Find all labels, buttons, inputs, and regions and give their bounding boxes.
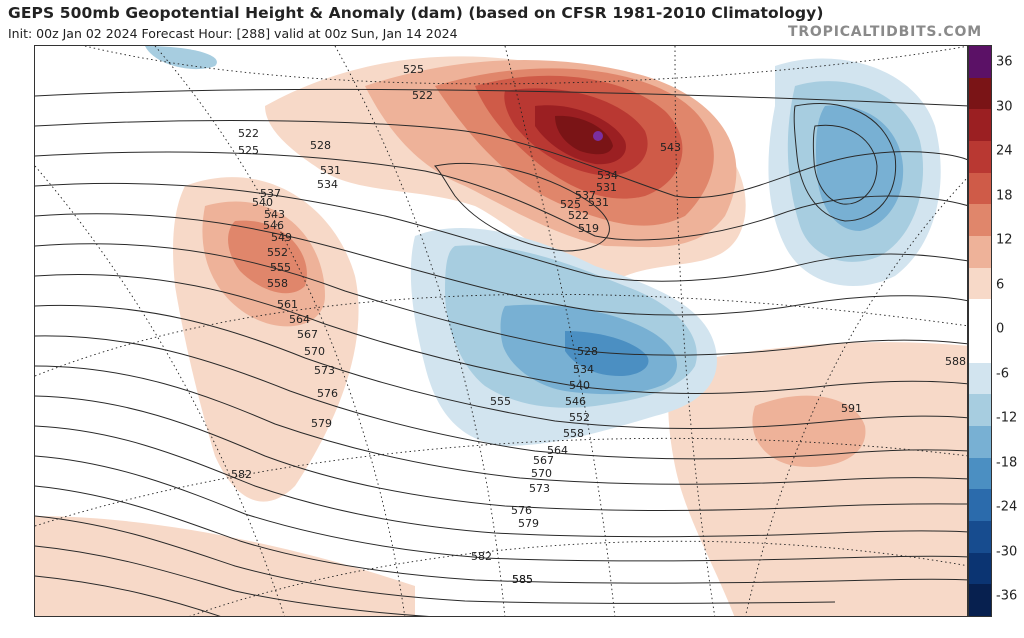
contour-label: 543 [660, 141, 681, 154]
contour-label: 528 [577, 345, 598, 358]
contour-label: 522 [238, 127, 259, 140]
contour-label: 558 [563, 427, 584, 440]
contour-label: 534 [597, 169, 618, 182]
contour-label: 519 [578, 222, 599, 235]
colorbar-swatch [969, 489, 991, 521]
colorbar-tick-label: -36 [996, 588, 1018, 604]
height-anomaly-map: 522 525 528 531 534 537 540 543 546 549 … [34, 45, 968, 617]
colorbar-tick-label: -24 [996, 499, 1018, 515]
colorbar-tick-label: -30 [996, 544, 1018, 559]
lat-lon-grid [35, 46, 967, 616]
contour-label: 525 [238, 144, 259, 157]
contour-label: 588 [945, 355, 966, 368]
contour-label: 591 [841, 402, 862, 415]
colorbar-tick-label: 12 [996, 232, 1013, 248]
colorbar-tick-label: 30 [996, 99, 1013, 114]
contour-label: 576 [511, 504, 532, 517]
colorbar-swatch [969, 520, 991, 553]
contour-label: 546 [565, 395, 586, 408]
colorbar-swatch [969, 299, 991, 331]
colorbar-swatch [969, 77, 991, 110]
colorbar-swatch [969, 267, 991, 300]
colorbar-tick-label: -12 [996, 410, 1018, 426]
contour-labels: 522 525 528 531 534 537 540 543 546 549 … [231, 63, 966, 586]
contour-label: 561 [277, 298, 298, 311]
colorbar-tick-label: 0 [996, 321, 1005, 337]
contour-label: 531 [596, 181, 617, 194]
contour-label: 570 [531, 467, 552, 480]
colorbar-tick-label: 36 [996, 54, 1013, 70]
contour-label: 567 [297, 328, 318, 341]
positive-anomaly-shading [35, 56, 967, 616]
colorbar-swatch [969, 394, 991, 426]
height-contours [35, 88, 967, 616]
contour-label: 522 [412, 89, 433, 102]
contour-label: 564 [547, 444, 568, 457]
colorbar-segments [969, 46, 991, 616]
contour-label: 573 [314, 364, 335, 377]
contour-label: 537 [575, 189, 596, 202]
contour-label: 567 [533, 454, 554, 467]
contour-label: 570 [304, 345, 325, 358]
contour-label: 543 [264, 208, 285, 221]
contour-label: 555 [490, 395, 511, 408]
colorbar-tick-label: -6 [996, 366, 1009, 381]
contour-label: 531 [320, 164, 341, 177]
contour-label: 522 [568, 209, 589, 222]
contour-label: 534 [317, 178, 338, 191]
contour-label: 558 [267, 277, 288, 290]
contour-label: 540 [252, 196, 273, 209]
map-title: GEPS 500mb Geopotential Height & Anomaly… [8, 4, 824, 22]
contour-label: 549 [271, 231, 292, 244]
colorbar-swatch [969, 235, 991, 268]
colorbar-swatch [969, 457, 991, 490]
contour-label: 537 [260, 187, 281, 200]
colorbar-tick-label: 18 [996, 188, 1013, 203]
contour-label: 546 [263, 219, 284, 232]
colorbar-swatch [969, 330, 991, 363]
colorbar-tick-label: 6 [996, 277, 1005, 292]
contour-label: 552 [569, 411, 590, 424]
contour-label: 528 [310, 139, 331, 152]
contour-label: 582 [231, 468, 252, 481]
contour-label: 555 [270, 261, 291, 274]
contour-label: 579 [518, 517, 539, 530]
contour-label: 582 [471, 550, 492, 563]
colorbar-swatch [969, 46, 991, 78]
contour-label: 576 [317, 387, 338, 400]
contour-label: 585 [512, 573, 533, 586]
anomaly-colorbar [968, 45, 992, 617]
contour-label: 525 [403, 63, 424, 76]
colorbar-swatch [969, 109, 991, 141]
contour-label: 540 [569, 379, 590, 392]
contour-label: 531 [588, 196, 609, 209]
colorbar-tick-label: 24 [996, 143, 1013, 159]
contour-label: 525 [560, 198, 581, 211]
colorbar-swatch [969, 140, 991, 173]
colorbar-swatch [969, 362, 991, 395]
contour-label: 534 [573, 363, 594, 376]
contour-label: 579 [311, 417, 332, 430]
colorbar-swatch [969, 204, 991, 236]
colorbar-swatch [969, 425, 991, 458]
colorbar-swatch [969, 584, 991, 616]
brand-watermark: TROPICALTIDBITS.COM [788, 24, 982, 40]
contour-label: 585 [512, 573, 533, 586]
colorbar-swatch [969, 552, 991, 585]
run-info: Init: 00z Jan 02 2024 Forecast Hour: [28… [8, 26, 458, 41]
contour-label: 564 [289, 313, 310, 326]
colorbar-tick-label: -18 [996, 455, 1018, 470]
contour-label: 552 [267, 246, 288, 259]
contour-label: 573 [529, 482, 550, 495]
colorbar-swatch [969, 172, 991, 205]
